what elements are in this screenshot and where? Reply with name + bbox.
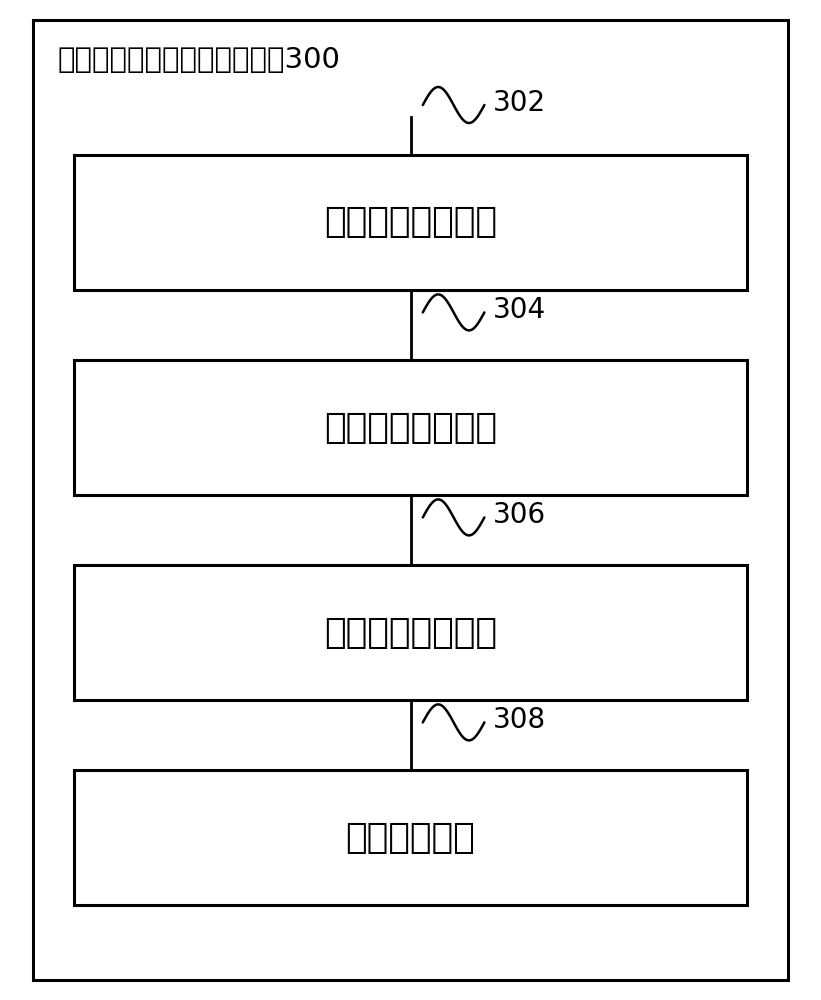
- Text: 使用请求接收模块: 使用请求接收模块: [324, 206, 497, 239]
- FancyBboxPatch shape: [33, 20, 788, 980]
- Text: 308: 308: [493, 706, 546, 734]
- FancyBboxPatch shape: [74, 155, 747, 290]
- FancyBboxPatch shape: [74, 770, 747, 905]
- Text: 无线充电车位的充电控制装置300: 无线充电车位的充电控制装置300: [57, 46, 341, 74]
- Text: 预约状态查询模块: 预约状态查询模块: [324, 411, 497, 445]
- Text: 无线充电模块: 无线充电模块: [346, 821, 475, 855]
- Text: 304: 304: [493, 296, 546, 324]
- FancyBboxPatch shape: [74, 565, 747, 700]
- Text: 306: 306: [493, 501, 546, 529]
- Text: 标识信息核对模块: 标识信息核对模块: [324, 616, 497, 650]
- FancyBboxPatch shape: [74, 360, 747, 495]
- Text: 302: 302: [493, 89, 546, 117]
